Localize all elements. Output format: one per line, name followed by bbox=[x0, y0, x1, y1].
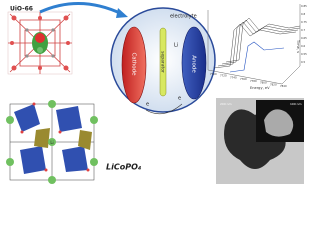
arrow-head bbox=[116, 8, 128, 18]
x-tick-label: 7700 bbox=[210, 72, 217, 76]
z-tick-label: 0.5 bbox=[301, 60, 305, 64]
x-tick-label: 7820 bbox=[270, 82, 277, 86]
crystal-structure: Li LiCoPO₄ bbox=[6, 98, 142, 184]
cathode-label: Cathode bbox=[131, 52, 137, 76]
z-tick-label: 0.55 bbox=[301, 52, 307, 56]
x-tick-label: 7840 bbox=[280, 84, 287, 88]
x-axis-label: Energy, eV bbox=[250, 86, 270, 90]
x-tick-label: 7720 bbox=[220, 74, 227, 78]
x-tick-label: 7780 bbox=[250, 79, 257, 83]
micrograph: 200 nm 100 nm bbox=[216, 98, 304, 184]
anode-label: Anode bbox=[191, 55, 197, 73]
z-tick-label: 0.75 bbox=[301, 20, 307, 24]
z-tick-label: 0.8 bbox=[301, 12, 305, 16]
z-tick-label: 0.7 bbox=[301, 28, 305, 32]
atom-label: Li bbox=[50, 140, 53, 145]
scale-label: 200 nm bbox=[220, 102, 232, 106]
crystal-label: LiCoPO₄ bbox=[106, 163, 142, 172]
mof-structure: UiO-66 bbox=[7, 6, 73, 75]
ion-label: Li bbox=[174, 43, 178, 49]
electrolyte-label: electrolyte bbox=[170, 14, 197, 20]
y-axis-label: Time, s bbox=[296, 39, 300, 53]
graphical-abstract: UiO-66 electrolyte Cathode Anode separat… bbox=[6, 2, 307, 184]
x-tick-label: 7800 bbox=[260, 81, 267, 85]
z-tick-label: 0.6 bbox=[301, 44, 305, 48]
electron-label: e bbox=[178, 96, 181, 102]
z-tick-label: 0.65 bbox=[301, 36, 307, 40]
battery: electrolyte Cathode Anode separator Li e… bbox=[110, 7, 216, 115]
z-tick-label: 0.85 bbox=[301, 4, 307, 8]
electron-label: e bbox=[146, 102, 149, 108]
arrow bbox=[39, 2, 123, 16]
scale-label: 100 nm bbox=[290, 102, 302, 106]
mof-label: UiO-66 bbox=[10, 6, 33, 13]
x-tick-label: 7760 bbox=[240, 77, 247, 81]
x-tick-label: 7740 bbox=[230, 75, 237, 79]
separator-label: separator bbox=[160, 51, 166, 73]
